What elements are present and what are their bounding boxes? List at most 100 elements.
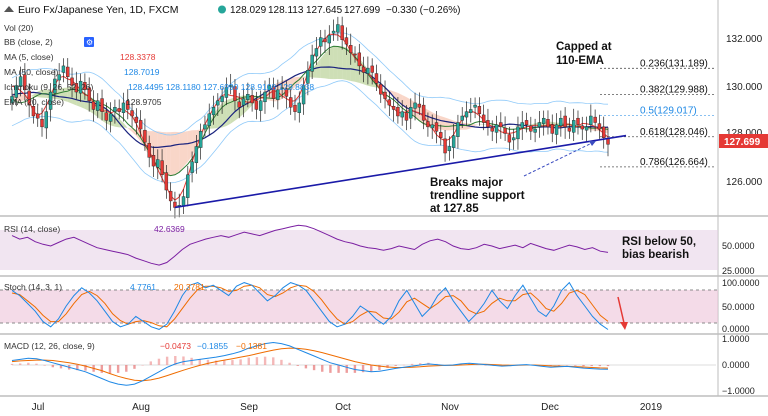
candle-body: [370, 65, 374, 73]
settings-icon[interactable]: ⚙: [84, 37, 94, 47]
macd-hist-bar: [378, 365, 381, 371]
candle-body: [473, 104, 477, 108]
macd-hist-bar: [361, 365, 365, 373]
cloud-segment: [470, 123, 476, 129]
candle-body: [143, 129, 147, 143]
candle-body: [391, 105, 396, 110]
legend-ichimoku: Ichimoku (9, 26, 52, 26): [4, 82, 93, 92]
candle-body: [14, 85, 18, 98]
candle-body: [44, 111, 49, 129]
macd-title: MACD (12, 26, close, 9): [4, 341, 95, 351]
macd-hist-bar: [500, 365, 504, 367]
cloud-segment: [342, 46, 347, 80]
macd-hist-bar: [557, 365, 561, 366]
candle-body: [66, 66, 70, 78]
candle-body: [91, 101, 96, 110]
macd-hist-bar: [329, 365, 332, 373]
support-trendline: [174, 134, 627, 209]
time-label-aug: Aug: [132, 402, 150, 413]
candle-body: [344, 37, 349, 45]
macd-hist-bar: [223, 360, 226, 365]
macd-hist-bar: [353, 365, 357, 373]
candle-body: [258, 100, 263, 111]
candle-body: [563, 115, 567, 128]
cloud-segment: [320, 53, 326, 79]
candle-body: [134, 116, 139, 123]
cloud-segment: [479, 124, 484, 125]
cloud-segment: [119, 118, 124, 128]
candle-body: [126, 100, 130, 110]
cloud-segment: [372, 75, 377, 88]
ohlc-close: 127.699: [344, 5, 381, 16]
macd-hist-bar: [59, 365, 63, 369]
legend-ema: EMA (20, close): [4, 97, 64, 107]
cloud-segment: [445, 117, 450, 131]
candle-body: [164, 172, 169, 191]
macd-hist-bar: [565, 365, 569, 366]
candle-body: [186, 174, 190, 198]
macd-hist-bar: [402, 364, 406, 366]
rsi-value: 42.6369: [154, 224, 185, 234]
price-tick: 132.000: [726, 34, 763, 45]
candle-body: [194, 146, 199, 164]
candle-body: [507, 134, 512, 143]
last-price-badge: [719, 134, 768, 148]
candle-body: [74, 83, 79, 93]
macd-tick: −1.0000: [722, 386, 755, 396]
cloud-segment: [166, 132, 171, 177]
cloud-segment: [217, 103, 223, 129]
cloud-segment: [29, 94, 34, 98]
candle-body: [237, 101, 241, 108]
macd-hist-bar: [157, 358, 161, 365]
collapse-arrow-icon[interactable]: [4, 6, 14, 12]
candle-body: [100, 98, 104, 112]
candle-body: [87, 87, 91, 101]
candle-body: [207, 113, 211, 126]
time-label-oct: Oct: [335, 402, 351, 413]
cloud-segment: [462, 122, 467, 130]
candle-body: [23, 74, 27, 91]
candle-body: [353, 53, 357, 56]
macd-hist-bar: [27, 362, 30, 365]
cloud-segment: [526, 124, 531, 126]
candle-body: [379, 84, 383, 95]
legend-ma5: MA (5, close): [4, 52, 54, 62]
candle-body: [516, 126, 520, 140]
candle-body: [589, 115, 593, 125]
macd-hist-bar: [337, 365, 340, 373]
candle-body: [409, 107, 413, 119]
rsi-tick: 25.0000: [722, 266, 755, 276]
candle-body: [198, 131, 203, 148]
macd-hist-bar: [165, 356, 169, 365]
cloud-segment: [513, 125, 518, 127]
rsi-note-line1: RSI below 50,: [622, 236, 696, 248]
macd-hist-bar: [10, 363, 14, 365]
cloud-segment: [449, 119, 454, 131]
candle-body: [576, 117, 580, 125]
macd-hist-bar: [76, 365, 79, 371]
cloud-segment: [312, 63, 317, 78]
macd-axis: 1.0000 0.0000 −1.0000: [722, 334, 755, 396]
candle-body: [529, 125, 533, 132]
candle-body: [511, 137, 516, 141]
candle-body: [104, 112, 109, 121]
candle-body: [447, 146, 452, 152]
cloud-segment: [333, 46, 338, 80]
svg-text:⚙: ⚙: [86, 38, 93, 47]
macd-hist-bar: [231, 360, 234, 365]
stoch-axis: 100.0000 50.0000 0.0000: [722, 278, 760, 334]
rsi-tick: 50.0000: [722, 241, 755, 251]
macd-hist-bar: [598, 365, 602, 367]
candle-body: [250, 95, 254, 104]
rsi-title: RSI (14, close): [4, 224, 60, 234]
price-axis: 132.000 130.000 128.000 126.000 127.699: [719, 34, 768, 188]
cloud-segment: [230, 97, 235, 124]
chart-header: Euro Fx/Japanese Yen, 1D, FXCM 128.029 1…: [4, 4, 461, 16]
macd-hist-bar: [590, 365, 593, 367]
macd-signal-value: −0.1381: [236, 341, 267, 351]
macd-hist-bar: [574, 365, 577, 366]
candle-body: [469, 109, 473, 113]
time-label-nov: Nov: [441, 402, 459, 413]
cloud-segment: [440, 116, 446, 131]
legend-ma50: MA (50, close): [4, 67, 58, 77]
